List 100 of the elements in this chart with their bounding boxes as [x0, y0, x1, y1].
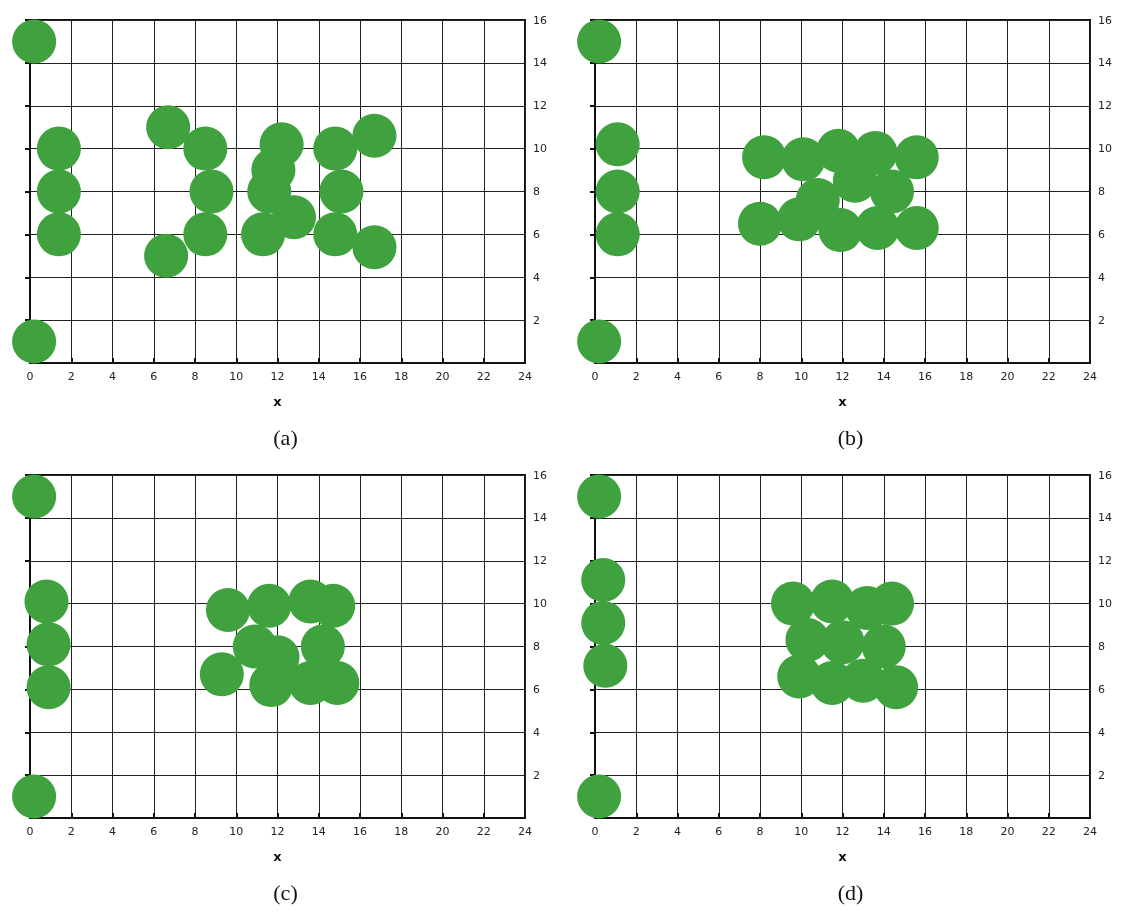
point	[144, 233, 189, 278]
x-tick-label: 12	[270, 825, 285, 838]
x-tick-label: 22	[476, 825, 491, 838]
x-tick-label: 12	[270, 370, 285, 383]
y-tick-label: 12	[1098, 554, 1112, 568]
y-tick-label: 2	[533, 768, 540, 782]
x-tick-label: 8	[191, 825, 199, 838]
x-tick-label: 6	[715, 370, 723, 383]
x-tick-label: 12	[835, 825, 850, 838]
x-tick-label: 14	[876, 825, 891, 838]
point	[241, 212, 286, 257]
point	[352, 113, 397, 158]
x-tick-label: 24	[1083, 370, 1097, 383]
y-tick-label: 14	[1098, 511, 1112, 525]
point	[855, 205, 900, 250]
y-tick-label: 8	[533, 185, 540, 198]
x-axis-title: x	[273, 849, 283, 864]
point	[12, 19, 57, 64]
x-tick-label: 4	[109, 825, 116, 838]
y-tick-label: 4	[1098, 270, 1105, 284]
point	[183, 126, 228, 171]
point	[742, 135, 787, 180]
y-tick-label: 10	[1098, 142, 1112, 156]
point	[206, 588, 250, 633]
x-tick-label: 18	[959, 370, 974, 383]
point	[861, 624, 906, 669]
text: (b)	[837, 424, 864, 450]
point	[894, 135, 939, 180]
x-axis-title: x	[838, 849, 848, 864]
x-tick-label: 6	[715, 825, 723, 838]
point	[26, 665, 71, 710]
x-tick-label: 22	[1041, 370, 1056, 383]
x-tick-label: 16	[918, 370, 932, 383]
y-tick-label: 8	[1098, 185, 1105, 198]
x-tick-label: 20	[1000, 825, 1015, 838]
x-tick-label: 2	[67, 825, 75, 838]
point	[583, 643, 628, 688]
x-tick-label: 0	[591, 825, 599, 838]
point	[781, 137, 826, 182]
point	[183, 212, 228, 257]
y-tick-label: 16	[533, 468, 547, 482]
y-tick-label: 6	[533, 227, 540, 241]
x-tick-label: 18	[959, 825, 974, 838]
x-tick-label: 8	[756, 370, 764, 383]
y-tick-label: 2	[1098, 313, 1105, 327]
x-tick-label: 20	[435, 825, 450, 838]
x-tick-label: 4	[674, 370, 681, 383]
point	[12, 319, 57, 364]
point	[577, 319, 622, 364]
x-tick-label: 24	[518, 825, 532, 838]
x-tick-label: 2	[632, 825, 640, 838]
y-tick-label: 8	[1098, 640, 1105, 653]
text: (d)	[837, 879, 864, 905]
point	[577, 19, 622, 64]
x-tick-label: 4	[674, 825, 681, 838]
y-tick-label: 16	[533, 13, 547, 27]
text: (c)	[273, 879, 298, 905]
y-tick-label: 14	[533, 511, 547, 525]
point	[595, 212, 640, 257]
x-tick-label: 24	[1083, 825, 1097, 838]
y-tick-label: 2	[533, 313, 540, 327]
x-tick-label: 14	[311, 370, 326, 383]
x-tick-label: 10	[794, 825, 809, 838]
x-tick-label: 22	[1041, 825, 1056, 838]
point	[581, 558, 626, 603]
x-axis-title: x	[838, 394, 848, 409]
x-tick-label: 16	[353, 825, 367, 838]
y-tick-label: 10	[1098, 597, 1112, 611]
x-tick-label: 18	[394, 370, 409, 383]
point	[26, 622, 71, 667]
point	[577, 474, 622, 519]
x-tick-label: 0	[591, 370, 599, 383]
x-tick-label: 2	[632, 370, 640, 383]
point	[738, 201, 782, 246]
point	[319, 169, 364, 214]
x-tick-label: 0	[26, 370, 34, 383]
y-tick-label: 12	[533, 99, 547, 113]
x-tick-label: 6	[150, 370, 158, 383]
y-tick-label: 16	[1098, 468, 1112, 482]
x-tick-label: 18	[394, 825, 409, 838]
point	[771, 581, 815, 626]
y-tick-label: 6	[533, 682, 540, 696]
x-axis-title: x	[273, 394, 283, 409]
x-tick-label: 14	[311, 825, 326, 838]
text: (a)	[273, 424, 298, 450]
y-tick-label: 2	[1098, 768, 1105, 782]
point	[313, 126, 358, 171]
x-tick-label: 10	[229, 370, 244, 383]
point	[247, 583, 292, 628]
x-tick-label: 20	[435, 370, 450, 383]
point	[595, 122, 640, 167]
y-tick-label: 6	[1098, 227, 1105, 241]
point	[24, 579, 69, 624]
x-tick-label: 24	[518, 370, 532, 383]
point	[595, 169, 640, 214]
point	[199, 652, 244, 697]
point	[146, 105, 191, 150]
point	[189, 169, 234, 214]
y-tick-label: 12	[1098, 99, 1112, 113]
point	[36, 169, 81, 214]
